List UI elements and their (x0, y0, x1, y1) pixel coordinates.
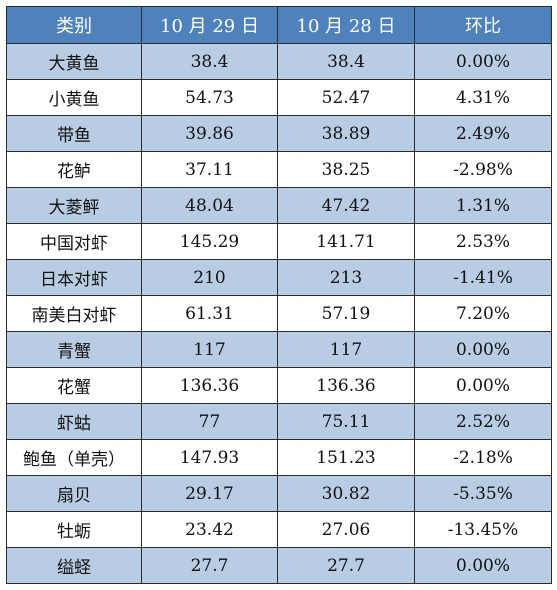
cell-oct-28: 38.89 (277, 115, 415, 152)
cell-change: 0.00% (414, 547, 552, 584)
cell-category: 青蟹 (6, 331, 142, 368)
header-oct-29: 10 月 29 日 (141, 6, 278, 44)
cell-category: 扇贝 (6, 475, 142, 512)
cell-category: 牡蛎 (6, 511, 142, 548)
cell-oct-29: 77 (141, 403, 278, 440)
cell-oct-29: 27.7 (141, 547, 278, 584)
cell-change: -2.18% (414, 439, 552, 476)
cell-oct-29: 48.04 (141, 187, 278, 224)
table-row: 虾蛄 77 75.11 2.52% (6, 403, 552, 440)
cell-oct-29: 39.86 (141, 115, 278, 152)
cell-oct-29: 210 (141, 259, 278, 296)
table-row: 日本对虾 210 213 -1.41% (6, 259, 552, 296)
cell-oct-28: 27.7 (277, 547, 415, 584)
cell-oct-28: 52.47 (277, 79, 415, 116)
header-category: 类别 (6, 6, 142, 44)
price-table: 类别 10 月 29 日 10 月 28 日 环比 大黄鱼 38.4 38.4 0.0… (6, 6, 552, 584)
table-header: 类别 10 月 29 日 10 月 28 日 环比 (6, 6, 552, 44)
cell-oct-28: 136.36 (277, 367, 415, 404)
cell-category: 大黄鱼 (6, 43, 142, 80)
cell-change: 4.31% (414, 79, 552, 116)
cell-oct-28: 151.23 (277, 439, 415, 476)
cell-oct-29: 37.11 (141, 151, 278, 188)
cell-category: 花蟹 (6, 367, 142, 404)
table-row: 大黄鱼 38.4 38.4 0.00% (6, 43, 552, 80)
table-row: 南美白对虾 61.31 57.19 7.20% (6, 295, 552, 332)
cell-oct-28: 141.71 (277, 223, 415, 260)
cell-oct-28: 213 (277, 259, 415, 296)
table-row: 牡蛎 23.42 27.06 -13.45% (6, 511, 552, 548)
cell-oct-28: 38.4 (277, 43, 415, 80)
cell-change: 0.00% (414, 367, 552, 404)
cell-oct-28: 75.11 (277, 403, 415, 440)
cell-change: -2.98% (414, 151, 552, 188)
table-body: 大黄鱼 38.4 38.4 0.00% 小黄鱼 54.73 52.47 4.31% 带鱼 39.8… (6, 43, 552, 584)
cell-category: 大菱鲆 (6, 187, 142, 224)
cell-oct-28: 30.82 (277, 475, 415, 512)
cell-category: 缢蛏 (6, 547, 142, 584)
table-row: 青蟹 117 117 0.00% (6, 331, 552, 368)
header-oct-28: 10 月 28 日 (277, 6, 415, 44)
cell-oct-29: 61.31 (141, 295, 278, 332)
cell-category: 中国对虾 (6, 223, 142, 260)
cell-oct-28: 47.42 (277, 187, 415, 224)
cell-oct-29: 23.42 (141, 511, 278, 548)
cell-change: 2.52% (414, 403, 552, 440)
cell-category: 鲍鱼（单壳） (6, 439, 142, 476)
cell-oct-29: 29.17 (141, 475, 278, 512)
cell-change: -13.45% (414, 511, 552, 548)
cell-change: 2.49% (414, 115, 552, 152)
table-row: 大菱鲆 48.04 47.42 1.31% (6, 187, 552, 224)
cell-change: 0.00% (414, 43, 552, 80)
cell-category: 带鱼 (6, 115, 142, 152)
table-row: 中国对虾 145.29 141.71 2.53% (6, 223, 552, 260)
cell-oct-29: 147.93 (141, 439, 278, 476)
cell-oct-29: 117 (141, 331, 278, 368)
cell-change: 2.53% (414, 223, 552, 260)
cell-oct-29: 145.29 (141, 223, 278, 260)
header-row: 类别 10 月 29 日 10 月 28 日 环比 (6, 6, 552, 44)
cell-oct-28: 117 (277, 331, 415, 368)
cell-category: 南美白对虾 (6, 295, 142, 332)
cell-category: 小黄鱼 (6, 79, 142, 116)
table-row: 带鱼 39.86 38.89 2.49% (6, 115, 552, 152)
cell-oct-28: 27.06 (277, 511, 415, 548)
cell-change: -1.41% (414, 259, 552, 296)
cell-oct-28: 38.25 (277, 151, 415, 188)
table-row: 花鲈 37.11 38.25 -2.98% (6, 151, 552, 188)
header-change: 环比 (414, 6, 552, 44)
cell-change: 7.20% (414, 295, 552, 332)
table-row: 扇贝 29.17 30.82 -5.35% (6, 475, 552, 512)
table-row: 花蟹 136.36 136.36 0.00% (6, 367, 552, 404)
cell-category: 虾蛄 (6, 403, 142, 440)
cell-oct-29: 54.73 (141, 79, 278, 116)
cell-oct-28: 57.19 (277, 295, 415, 332)
cell-oct-29: 38.4 (141, 43, 278, 80)
table-row: 缢蛏 27.7 27.7 0.00% (6, 547, 552, 584)
cell-category: 花鲈 (6, 151, 142, 188)
table-row: 鲍鱼（单壳） 147.93 151.23 -2.18% (6, 439, 552, 476)
cell-change: -5.35% (414, 475, 552, 512)
cell-change: 1.31% (414, 187, 552, 224)
cell-oct-29: 136.36 (141, 367, 278, 404)
cell-category: 日本对虾 (6, 259, 142, 296)
table-row: 小黄鱼 54.73 52.47 4.31% (6, 79, 552, 116)
cell-change: 0.00% (414, 331, 552, 368)
